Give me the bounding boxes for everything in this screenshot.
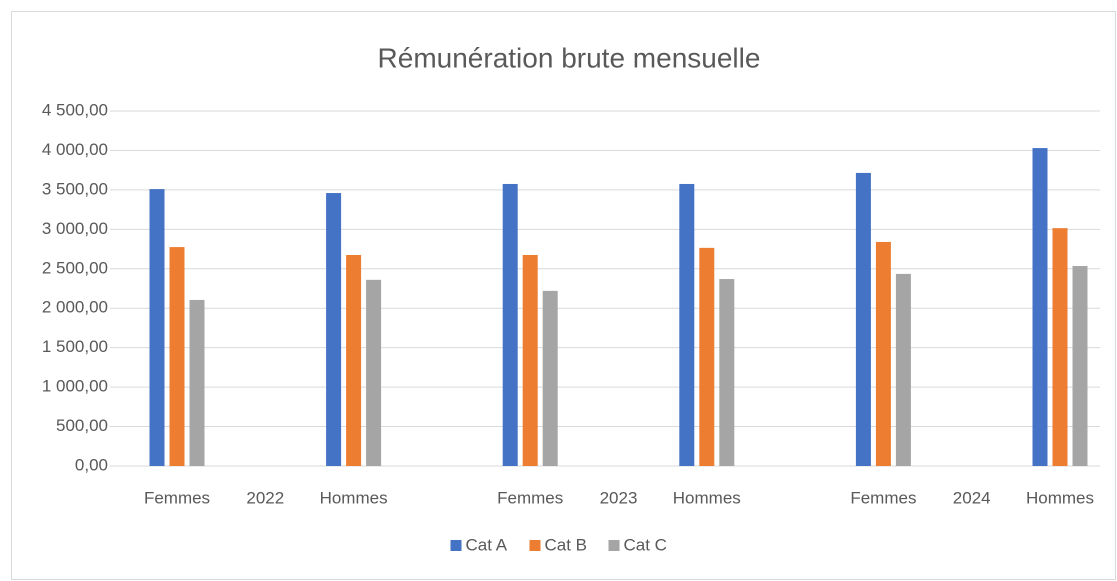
chart-frame bbox=[11, 11, 1116, 580]
y-tick-label: 4 500,00 bbox=[42, 100, 108, 119]
y-tick-label: 1 500,00 bbox=[42, 337, 108, 356]
x-group-label: 2022 bbox=[246, 488, 284, 507]
x-tick-label: Femmes bbox=[144, 488, 210, 507]
y-tick-label: 1 000,00 bbox=[42, 377, 108, 396]
bar bbox=[542, 290, 558, 466]
legend-label: Cat A bbox=[466, 535, 508, 554]
bar bbox=[522, 254, 538, 466]
bar bbox=[326, 193, 342, 467]
legend-label: Cat C bbox=[624, 535, 667, 554]
bar bbox=[679, 183, 695, 466]
y-tick-label: 3 000,00 bbox=[42, 219, 108, 238]
legend-swatch bbox=[608, 540, 620, 551]
bar bbox=[346, 254, 362, 466]
y-tick-label: 3 500,00 bbox=[42, 179, 108, 198]
x-group-label: 2023 bbox=[600, 488, 638, 507]
y-tick-label: 2 500,00 bbox=[42, 258, 108, 277]
bar bbox=[1072, 266, 1088, 466]
x-tick-label: Femmes bbox=[850, 488, 916, 507]
x-tick-label: Hommes bbox=[320, 488, 388, 507]
x-tick-label: Hommes bbox=[673, 488, 741, 507]
bar bbox=[855, 172, 871, 466]
legend-label: Cat B bbox=[545, 535, 588, 554]
chart-title: Rémunération brute mensuelle bbox=[378, 42, 761, 73]
bar bbox=[719, 279, 735, 466]
bar bbox=[1052, 228, 1068, 466]
bar bbox=[189, 299, 205, 466]
legend-swatch bbox=[450, 540, 462, 551]
bar bbox=[699, 247, 715, 466]
x-group-label: 2024 bbox=[953, 488, 991, 507]
x-tick-label: Hommes bbox=[1026, 488, 1094, 507]
bar bbox=[1032, 148, 1048, 467]
bar bbox=[366, 279, 382, 466]
y-tick-label: 4 000,00 bbox=[42, 140, 108, 159]
y-tick-label: 0,00 bbox=[75, 455, 108, 474]
bar bbox=[169, 247, 185, 466]
y-tick-label: 2 000,00 bbox=[42, 298, 108, 317]
y-tick-label: 500,00 bbox=[56, 416, 108, 435]
bar bbox=[149, 189, 165, 466]
x-tick-label: Femmes bbox=[497, 488, 563, 507]
bar bbox=[502, 183, 518, 466]
legend-swatch bbox=[529, 540, 541, 551]
bar bbox=[875, 241, 891, 466]
bar bbox=[895, 273, 911, 466]
